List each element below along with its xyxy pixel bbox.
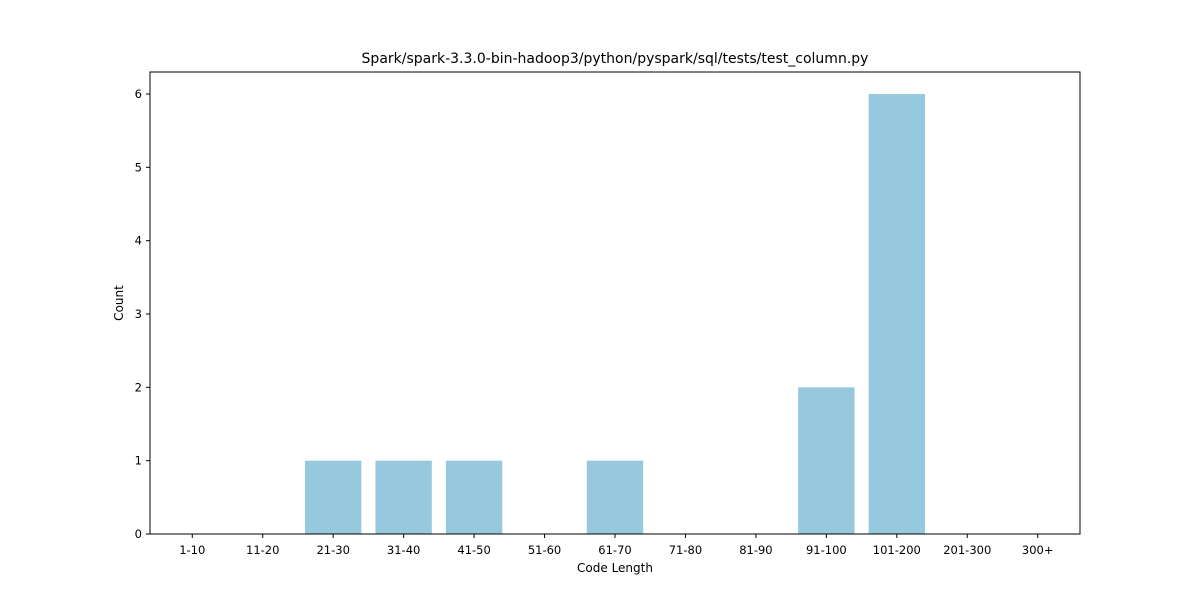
x-tick-label: 41-50 <box>457 543 490 557</box>
y-tick-label: 1 <box>135 454 142 468</box>
x-tick-label: 31-40 <box>387 543 420 557</box>
bar-41-50 <box>445 460 503 534</box>
bar-21-30 <box>305 460 362 534</box>
y-tick-label: 5 <box>135 160 142 174</box>
bar-91-100 <box>798 387 855 534</box>
x-tick-label: 71-80 <box>669 543 702 557</box>
bar-61-70 <box>586 460 644 534</box>
bars-group <box>305 94 925 534</box>
bar-31-40 <box>375 460 432 534</box>
x-tick-label: 1-10 <box>179 543 205 557</box>
x-tick-label: 91-100 <box>806 543 847 557</box>
y-tick-label: 2 <box>135 380 142 394</box>
x-tick-label: 51-60 <box>528 543 561 557</box>
y-tick-label: 0 <box>135 527 142 541</box>
x-tick-label: 101-200 <box>873 543 921 557</box>
x-tick-label: 300+ <box>1022 543 1054 557</box>
y-tick-label: 4 <box>135 234 142 248</box>
bar-101-200 <box>868 94 925 534</box>
x-tick-label: 11-20 <box>246 543 279 557</box>
y-axis-label: Count <box>112 285 126 321</box>
y-tick-label: 3 <box>135 307 142 321</box>
x-tick-label: 81-90 <box>739 543 772 557</box>
chart-title: Spark/spark-3.3.0-bin-hadoop3/python/pys… <box>362 51 869 67</box>
y-tick-label: 6 <box>135 87 142 101</box>
x-tick-label: 201-300 <box>943 543 991 557</box>
x-axis: 1-10 11-20 21-30 31-40 41-50 51-60 61-70 71-80 8… <box>179 534 1054 557</box>
x-axis-label: Code Length <box>577 561 653 575</box>
y-axis: 0 1 2 3 4 5 6 <box>135 87 150 541</box>
x-tick-label: 21-30 <box>316 543 349 557</box>
x-tick-label: 61-70 <box>598 543 631 557</box>
